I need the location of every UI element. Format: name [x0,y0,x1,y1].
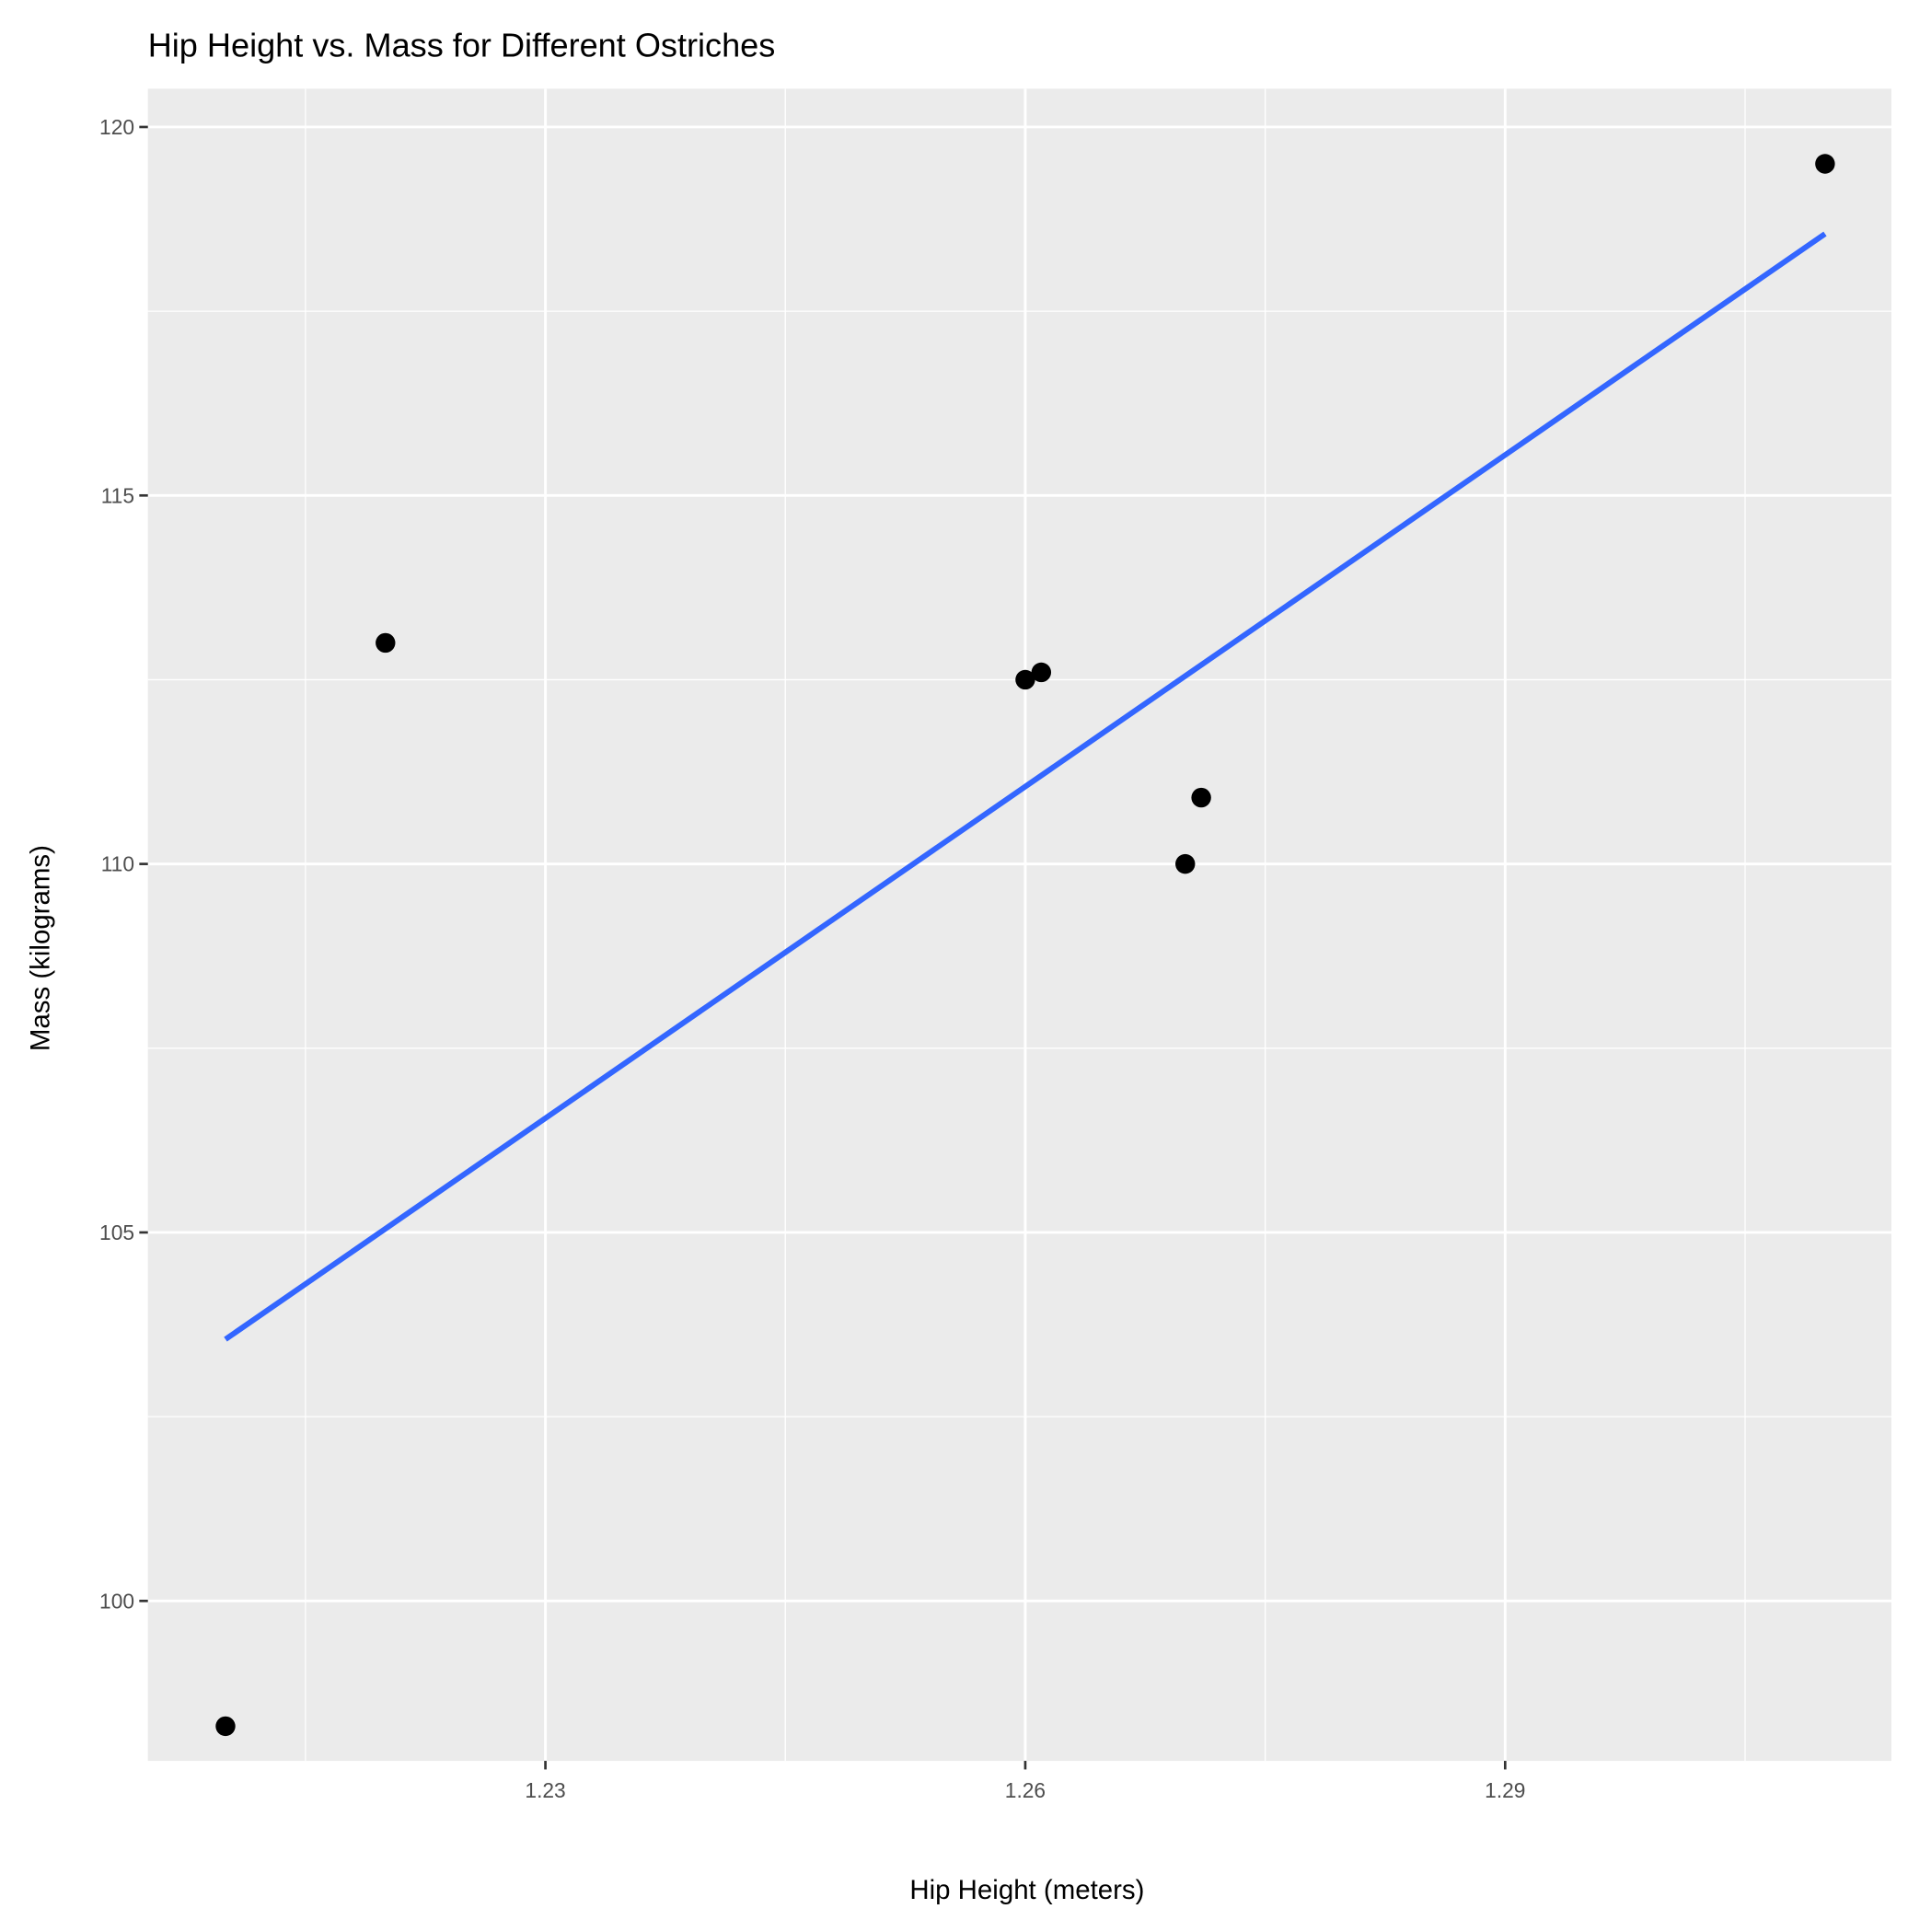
x-tick-label: 1.26 [1005,1778,1046,1802]
y-tick-label: 115 [101,483,134,507]
x-tick-label: 1.29 [1485,1778,1525,1802]
x-tick-label: 1.23 [525,1778,565,1802]
trend-line [224,231,1827,1342]
y-tick-label: 105 [99,1221,134,1244]
y-tick-label: 100 [99,1589,134,1613]
data-point [1015,669,1035,690]
y-tick-label: 110 [101,852,134,876]
y-tick-label: 120 [99,115,134,139]
data-point [1191,787,1211,808]
chart-title: Hip Height vs. Mass for Different Ostric… [148,27,776,64]
data-point [376,632,396,654]
data-point [1031,662,1052,683]
x-axis-title: Hip Height (meters) [909,1875,1144,1905]
data-point [1175,853,1196,874]
data-point [215,1716,236,1737]
plot-panel [147,88,1892,1762]
data-point [1815,154,1835,174]
y-axis-title: Mass (kilograms) [26,845,56,1051]
